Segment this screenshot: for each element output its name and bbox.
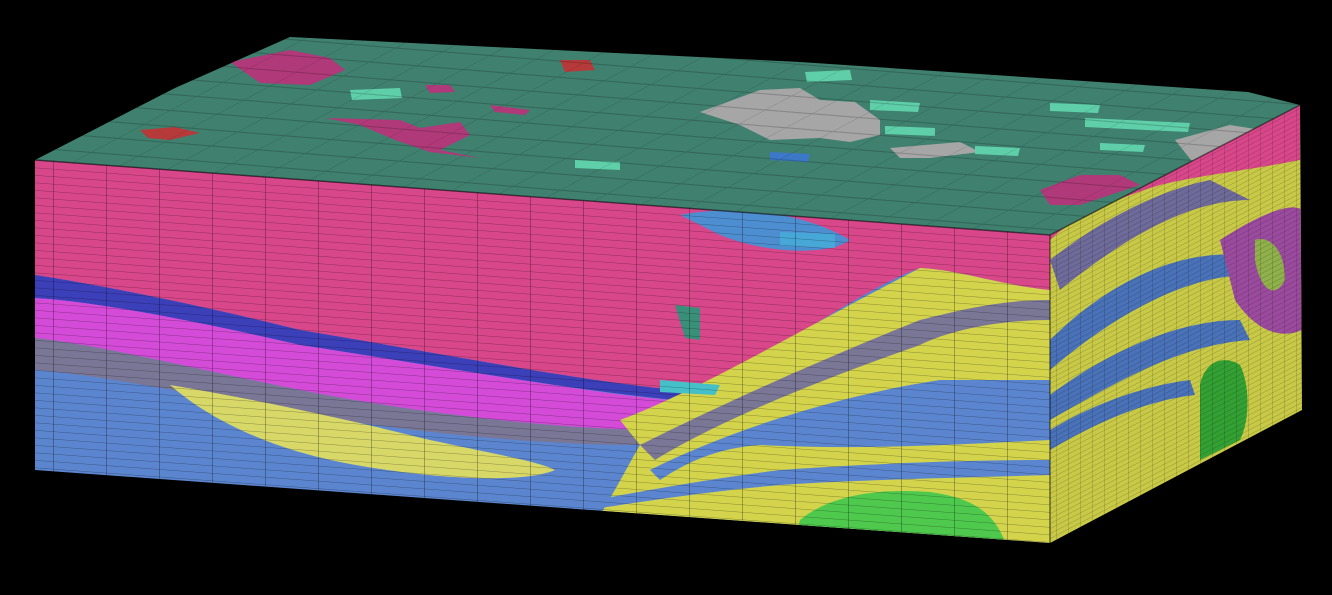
front-grid [35,160,1050,543]
front-face [35,160,1050,543]
